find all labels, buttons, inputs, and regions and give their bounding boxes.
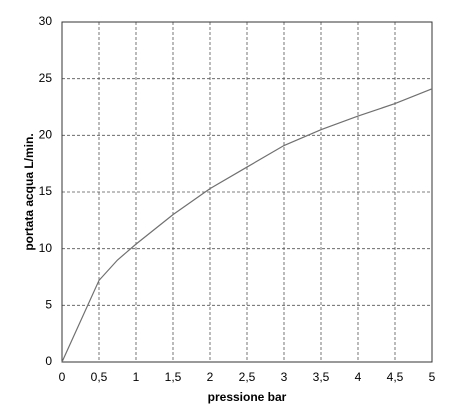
x-tick-label: 4,5 <box>387 370 404 384</box>
x-tick-label: 1,5 <box>165 370 182 384</box>
y-tick-label: 5 <box>45 298 52 312</box>
x-tick-label: 5 <box>429 370 436 384</box>
y-tick-label: 10 <box>39 241 53 255</box>
x-tick-label: 0 <box>59 370 66 384</box>
y-tick-label: 25 <box>39 71 53 85</box>
y-axis-title: portata acqua L/min. <box>22 133 36 250</box>
x-axis-title: pressione bar <box>208 390 287 404</box>
x-tick-label: 4 <box>355 370 362 384</box>
y-tick-label: 30 <box>39 14 53 28</box>
x-tick-label: 0,5 <box>91 370 108 384</box>
y-tick-label: 0 <box>45 354 52 368</box>
y-tick-label: 15 <box>39 184 53 198</box>
x-tick-label: 2 <box>207 370 214 384</box>
x-tick-label: 3 <box>281 370 288 384</box>
x-tick-label: 3,5 <box>313 370 330 384</box>
x-tick-label: 1 <box>133 370 140 384</box>
x-tick-label: 2,5 <box>239 370 256 384</box>
plot-border <box>61 21 433 363</box>
data-line <box>61 88 433 363</box>
y-tick-label: 20 <box>39 128 53 142</box>
